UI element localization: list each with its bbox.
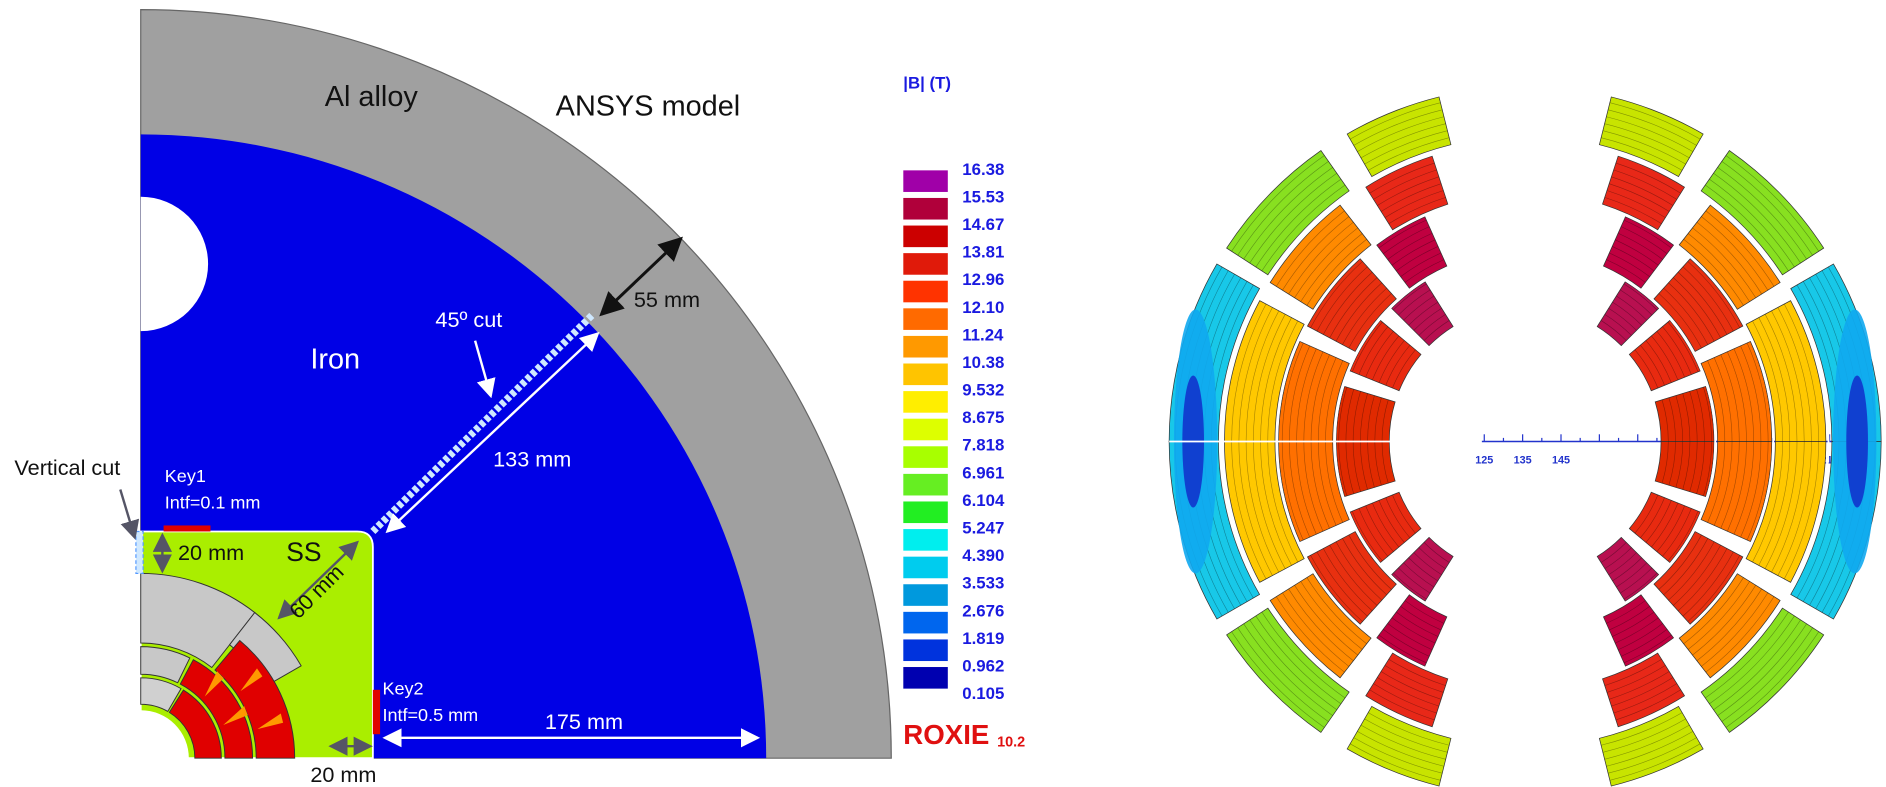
colorbar-label: 5.247 bbox=[962, 519, 1004, 538]
label: 20 mm bbox=[310, 762, 376, 787]
colorbar-label: 13.81 bbox=[962, 243, 1004, 262]
coil-block bbox=[1597, 537, 1658, 601]
coil-block bbox=[1392, 537, 1453, 601]
colorbar-swatch bbox=[903, 198, 948, 220]
label: 133 mm bbox=[493, 446, 571, 471]
colorbar-label: 0.105 bbox=[962, 684, 1004, 703]
label: Al alloy bbox=[325, 81, 419, 113]
coil-block bbox=[1336, 441, 1395, 496]
colorbar-swatch bbox=[903, 474, 948, 496]
colorbar-title: |B| (T) bbox=[903, 73, 951, 92]
colorbar-swatch bbox=[903, 584, 948, 606]
coil-block bbox=[1597, 282, 1658, 346]
colorbar-swatch bbox=[903, 364, 948, 386]
colorbar-label: 15.53 bbox=[962, 187, 1004, 206]
colorbar-label: 14.67 bbox=[962, 215, 1004, 234]
colorbar-swatch bbox=[903, 253, 948, 275]
coil-block bbox=[1336, 386, 1395, 441]
colorbar-swatch bbox=[903, 170, 948, 192]
key2 bbox=[373, 690, 380, 734]
vertical-cut bbox=[136, 531, 143, 573]
axis-tick-label: 135 bbox=[1514, 455, 1532, 467]
colorbar-label: 12.10 bbox=[962, 298, 1004, 317]
colorbar-label: 0.962 bbox=[962, 656, 1004, 675]
field-peak bbox=[1846, 376, 1868, 508]
label: Key2 bbox=[382, 679, 423, 699]
coil-block bbox=[1347, 706, 1451, 786]
colorbar-swatch bbox=[903, 501, 948, 523]
colorbar: |B| (T) ROXIE 10.2 16.38 15.53 14.67 13.81 1… bbox=[903, 73, 1025, 750]
colorbar-swatch bbox=[903, 612, 948, 634]
colorbar-label: 2.676 bbox=[962, 601, 1004, 620]
label: Intf=0.1 mm bbox=[165, 493, 261, 513]
colorbar-swatch bbox=[903, 281, 948, 303]
colorbar-label: 11.24 bbox=[962, 325, 1004, 344]
colorbar-swatch bbox=[903, 391, 948, 413]
label: Key1 bbox=[165, 466, 206, 486]
version: 10.2 bbox=[997, 734, 1025, 750]
coil-block bbox=[1599, 706, 1703, 786]
ansys-model: Al alloy ANSYS model Iron 45º cut 55 mm … bbox=[14, 10, 891, 787]
colorbar-swatch bbox=[903, 308, 948, 330]
colorbar-swatch bbox=[903, 336, 948, 358]
colorbar-swatch bbox=[903, 226, 948, 248]
coil-block bbox=[1347, 97, 1451, 177]
coil-block bbox=[1655, 441, 1714, 496]
colorbar-label: 10.38 bbox=[962, 353, 1004, 372]
colorbar-label: 8.675 bbox=[962, 408, 1004, 427]
label: 175 mm bbox=[545, 709, 623, 734]
label: SS bbox=[286, 537, 321, 567]
colorbar-swatch bbox=[903, 667, 948, 689]
colorbar-swatch bbox=[903, 529, 948, 551]
colorbar-label: 16.38 bbox=[962, 160, 1004, 179]
colorbar-label: 12.96 bbox=[962, 270, 1004, 289]
roxie-field-map: 125135145215225 bbox=[1169, 97, 1881, 786]
key1 bbox=[164, 525, 211, 531]
label: 20 mm bbox=[178, 540, 244, 565]
colorbar-swatch bbox=[903, 639, 948, 661]
colorbar-label: 3.533 bbox=[962, 574, 1004, 593]
label: 45º cut bbox=[435, 307, 502, 332]
axis-tick-label: 145 bbox=[1552, 455, 1570, 467]
brand: ROXIE bbox=[903, 719, 989, 750]
colorbar-label: 1.819 bbox=[962, 629, 1004, 648]
pointer-arrow bbox=[120, 489, 134, 537]
axis-tick-label: 125 bbox=[1475, 455, 1493, 467]
colorbar-swatch bbox=[903, 446, 948, 468]
colorbar-label: 9.532 bbox=[962, 381, 1004, 400]
coil-block bbox=[1655, 386, 1714, 441]
colorbar-label: 6.104 bbox=[962, 491, 1005, 510]
coil-block bbox=[1392, 282, 1453, 346]
figure: Al alloy ANSYS model Iron 45º cut 55 mm … bbox=[0, 0, 1886, 787]
colorbar-swatch bbox=[903, 557, 948, 579]
colorbar-label: 7.818 bbox=[962, 436, 1004, 455]
label: Vertical cut bbox=[14, 455, 120, 480]
colorbar-label: 4.390 bbox=[962, 546, 1004, 565]
colorbar-swatch bbox=[903, 419, 948, 441]
coil-block bbox=[1599, 97, 1703, 177]
colorbar-label: 6.961 bbox=[962, 463, 1004, 482]
label: ANSYS model bbox=[556, 91, 741, 123]
label: Iron bbox=[310, 344, 360, 376]
label: 55 mm bbox=[634, 287, 700, 312]
label: Intf=0.5 mm bbox=[382, 705, 478, 725]
